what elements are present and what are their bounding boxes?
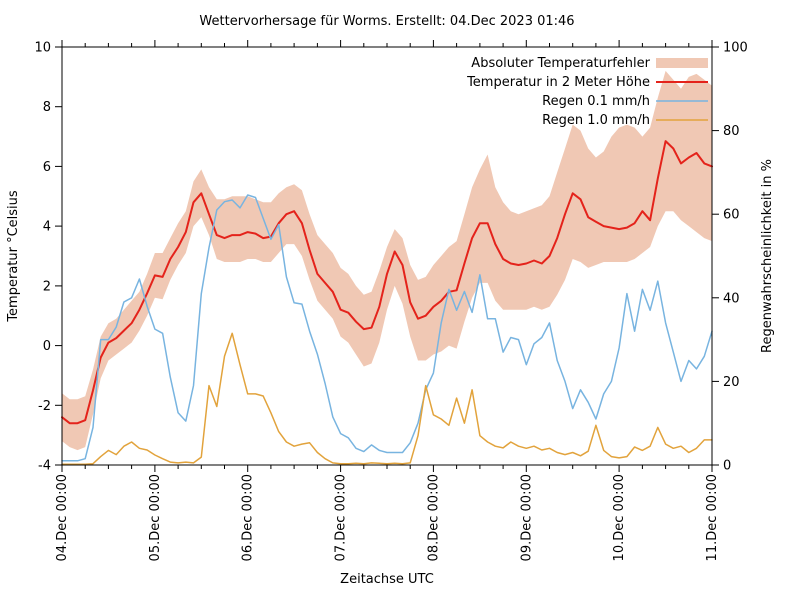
legend-label-2: Temperatur in 2 Meter Höhe: [466, 75, 650, 90]
legend-band-swatch: [656, 58, 708, 68]
legend-label-3: Regen 0.1 mm/h: [542, 94, 650, 109]
error-band-area: [62, 70, 712, 451]
x-axis-tick-label: 08.Dec 00:00: [426, 474, 441, 561]
x-axis-tick-label: 09.Dec 00:00: [519, 474, 534, 561]
rain-01mm-line: [61, 194, 713, 462]
y-axis-right-tick-label: 40: [723, 291, 740, 306]
legend-label-1: Absoluter Temperaturfehler: [471, 56, 650, 71]
x-axis-tick-label: 04.Dec 00:00: [55, 474, 70, 561]
y-axis-right-tick-label: 100: [723, 41, 748, 56]
temperature-line: [61, 140, 713, 425]
y-axis-left-tick-label: 8: [43, 100, 51, 115]
x-axis-title: Zeitachse UTC: [340, 572, 434, 587]
y-axis-left-tick-label: 6: [43, 160, 51, 175]
x-axis-tick-label: 10.Dec 00:00: [612, 474, 627, 561]
chart-title: Wettervorhersage für Worms. Erstellt: 04…: [199, 14, 574, 29]
y-axis-left-tick-label: 10: [34, 41, 51, 56]
y-axis-right-tick-label: 80: [723, 124, 740, 139]
y-axis-left-tick-label: 4: [43, 220, 51, 235]
y-axis-left-title: Temperatur °Celsius: [6, 190, 21, 323]
y-axis-left-tick-label: -2: [38, 399, 51, 414]
x-axis-tick-label: 06.Dec 00:00: [241, 474, 256, 561]
y-axis-left-tick-label: 0: [43, 339, 51, 354]
y-axis-left-tick-label: 2: [43, 279, 51, 294]
y-axis-right-tick-label: 20: [723, 375, 740, 390]
y-axis-right-tick-label: 60: [723, 208, 740, 223]
legend-label-4: Regen 1.0 mm/h: [542, 113, 650, 128]
y-axis-left-tick-label: -4: [38, 459, 51, 474]
plot-area: 04.Dec 00:00 05.Dec 00:00 06.Dec 00:00 07.D…: [34, 40, 748, 561]
x-axis-tick-label: 07.Dec 00:00: [334, 474, 349, 561]
x-axis-tick-label: 11.Dec 00:00: [705, 474, 720, 561]
x-axis-tick-label: 05.Dec 00:00: [148, 474, 163, 561]
rain-10mm-line: [61, 332, 713, 465]
y-axis-right-title: Regenwahrscheinlichkeit in %: [760, 159, 775, 353]
y-axis-right-tick-label: 0: [723, 459, 731, 474]
